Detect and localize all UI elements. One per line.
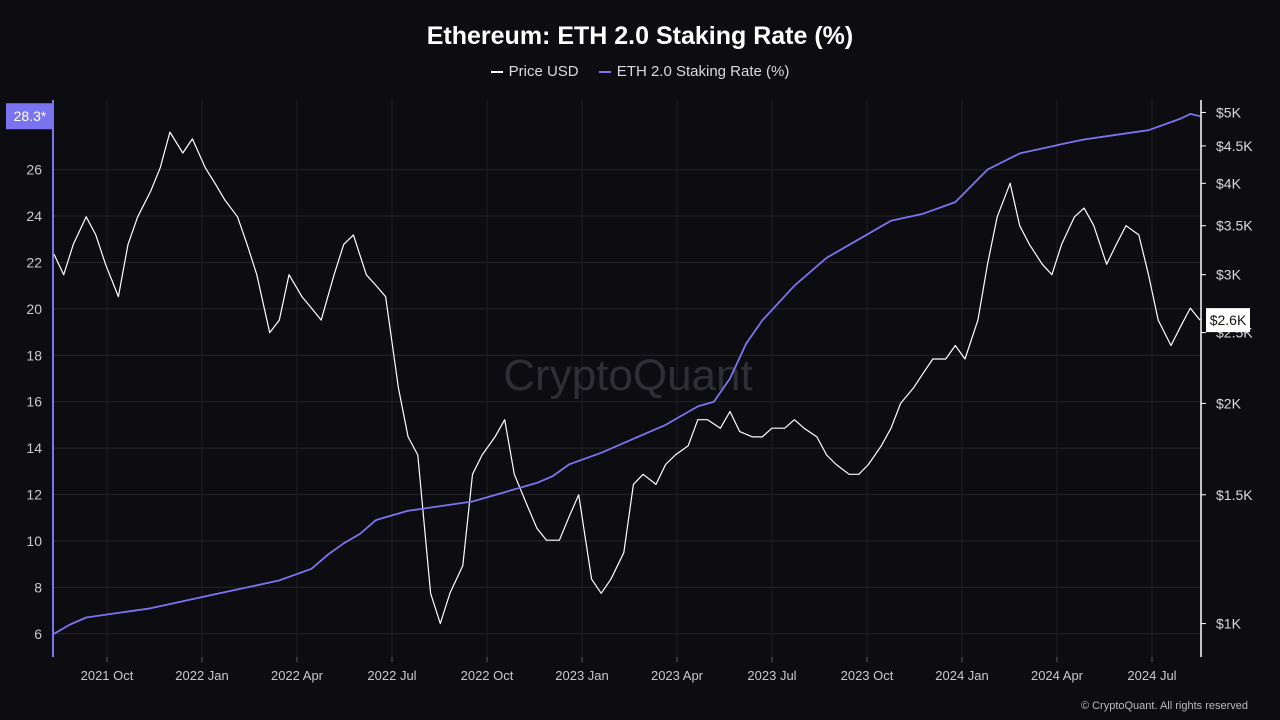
current-staking-rate-label: 28.3* — [14, 108, 47, 124]
left-tick-label: 20 — [26, 301, 42, 317]
left-tick-label: 8 — [34, 579, 42, 595]
x-tick-label: 2023 Jan — [555, 668, 609, 683]
x-axis-ticks: 2021 Oct 2022 Jan 2022 Apr 2022 Jul 2022 Oct… — [81, 657, 1177, 683]
chart-title: Ethereum: ETH 2.0 Staking Rate (%) — [426, 22, 854, 50]
left-tick-label: 26 — [26, 162, 42, 178]
current-staking-rate-marker — [6, 103, 54, 130]
left-tick-label: 6 — [34, 626, 42, 642]
left-tick-label: 12 — [26, 487, 42, 503]
right-tick-label: $4K — [1216, 175, 1242, 191]
series-layer — [53, 113, 1201, 635]
legend-item-price[interactable]: Price USD — [490, 63, 579, 80]
x-tick-label: 2024 Jul — [1127, 668, 1176, 683]
left-tick-label: 22 — [26, 254, 42, 270]
right-tick-label: $1K — [1216, 616, 1242, 632]
current-price-marker — [1206, 308, 1250, 333]
x-tick-label: 2024 Apr — [1031, 668, 1084, 683]
right-tick-label: $3.5K — [1216, 218, 1253, 234]
x-tick-label: 2023 Jul — [747, 668, 796, 683]
right-axis-ticks: $1K$1.5K$2K$2.5K$3K$3.5K$4K$4.5K$5K — [1201, 104, 1253, 632]
left-tick-label: 16 — [26, 394, 42, 410]
x-tick-label: 2022 Jul — [367, 668, 416, 683]
right-tick-label: $5K — [1216, 104, 1242, 120]
left-tick-label: 14 — [26, 440, 42, 456]
watermark: CryptoQuant — [503, 351, 752, 400]
legend-label-price: Price USD — [508, 63, 579, 80]
right-tick-label: $1.5K — [1216, 487, 1253, 503]
right-tick-label: $3K — [1216, 267, 1242, 283]
legend-label-staking-rate: ETH 2.0 Staking Rate (%) — [616, 63, 790, 80]
x-tick-label: 2023 Apr — [651, 668, 704, 683]
left-tick-label: 18 — [26, 347, 42, 363]
x-tick-label: 2022 Oct — [461, 668, 514, 683]
series-line-price — [53, 131, 1201, 625]
copyright-notice: © CryptoQuant. All rights reserved — [1080, 700, 1248, 712]
current-value-markers: 28.3* $2.6K — [6, 103, 1250, 333]
legend-swatch-staking-rate — [598, 71, 611, 74]
current-price-label: $2.6K — [1210, 312, 1247, 328]
grid-lines — [54, 100, 1200, 657]
legend-item-staking-rate[interactable]: ETH 2.0 Staking Rate (%) — [598, 63, 790, 80]
x-tick-label: 2023 Oct — [841, 668, 894, 683]
x-tick-label: 2022 Apr — [271, 668, 324, 683]
left-tick-label: 24 — [26, 208, 42, 224]
series-line-staking-rate — [53, 113, 1201, 635]
chart-legend: Price USD ETH 2.0 Staking Rate (%) — [0, 63, 1280, 80]
x-tick-label: 2024 Jan — [935, 668, 989, 683]
left-axis-ticks: 6 8 10 12 14 16 18 20 22 24 26 — [26, 162, 42, 642]
right-tick-label: $4.5K — [1216, 138, 1253, 154]
legend-swatch-price — [490, 71, 503, 74]
x-tick-label: 2022 Jan — [175, 668, 229, 683]
left-tick-label: 10 — [26, 533, 42, 549]
right-tick-label: $2K — [1216, 395, 1242, 411]
x-tick-label: 2021 Oct — [81, 668, 134, 683]
